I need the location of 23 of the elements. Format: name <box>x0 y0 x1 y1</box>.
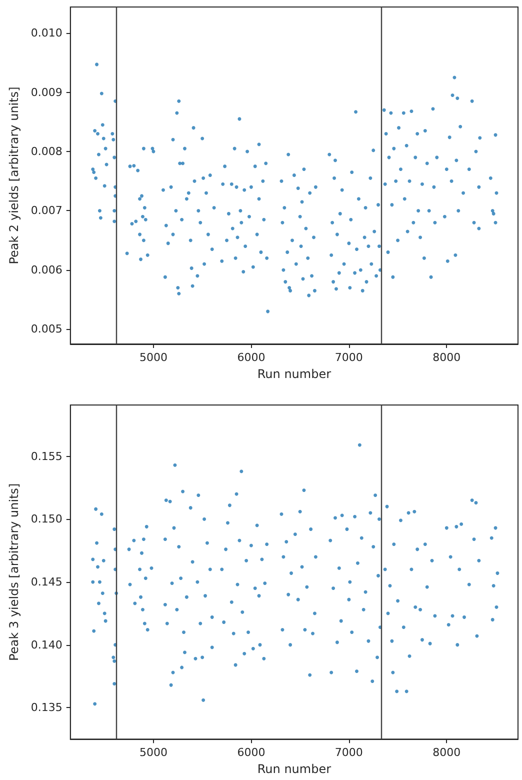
y-tick-label: 0.008 <box>30 145 62 158</box>
y-tick-label: 0.005 <box>30 322 62 336</box>
y-tick-label: 0.140 <box>30 638 62 652</box>
x-tick-label: 5000 <box>139 746 168 760</box>
y-tick-label: 0.145 <box>30 575 62 588</box>
y-tick-label: 0.135 <box>30 701 62 714</box>
x-axis-title: Run number <box>257 762 332 776</box>
y-tick-label: 0.006 <box>30 263 62 276</box>
y-tick-label: 0.009 <box>30 86 62 99</box>
y-axis-title: Peak 2 yields [arbitrary units] <box>7 86 21 264</box>
y-tick-label: 0.155 <box>30 450 62 463</box>
y-tick-label: 0.007 <box>30 204 62 218</box>
x-tick-label: 8000 <box>432 746 461 760</box>
y-axis-title: Peak 3 yields [arbitrary units] <box>7 483 21 661</box>
x-tick-label: 5000 <box>139 351 168 364</box>
x-tick-label: 6000 <box>237 351 266 364</box>
y-tick-label: 0.010 <box>30 26 62 40</box>
x-axis-title: Run number <box>257 366 332 381</box>
x-tick-label: 6000 <box>237 746 266 760</box>
y-tick-label: 0.150 <box>30 512 62 526</box>
x-tick-label: 7000 <box>334 351 363 364</box>
x-tick-label: 7000 <box>334 746 363 760</box>
x-tick-label: 8000 <box>432 351 461 364</box>
